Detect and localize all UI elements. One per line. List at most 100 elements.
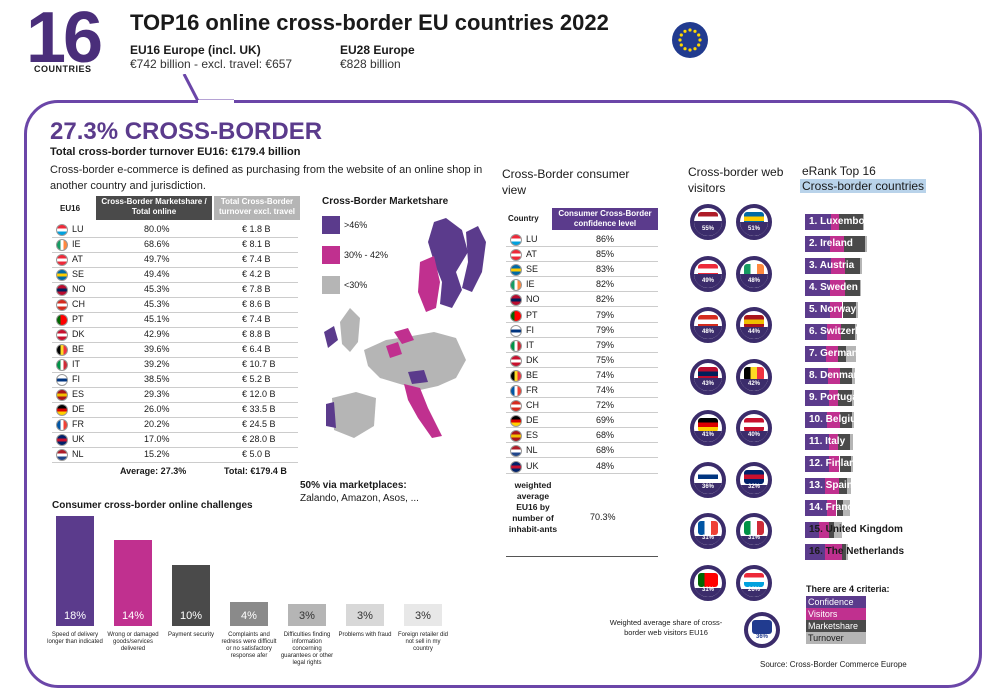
table2-cell-confidence: 86% — [596, 234, 615, 244]
country-flag-icon — [56, 404, 68, 416]
erank-row: 10. Belgium — [805, 412, 955, 428]
erank-segment — [844, 236, 865, 252]
table2-cell-confidence: 79% — [596, 309, 615, 320]
table-cell-country: LU — [72, 224, 84, 234]
content-frame — [24, 100, 982, 688]
table-row: IT 39.2% € 10.7 B — [52, 357, 298, 373]
criteria-item: Visitors — [806, 608, 866, 620]
visitor-share-fill — [694, 483, 722, 494]
erank-segment — [828, 456, 840, 472]
table-row: UK 17.0% € 28.0 B — [52, 432, 298, 448]
map-region-denmark — [394, 328, 414, 344]
erank-row: 2. Ireland — [805, 236, 955, 252]
erank-segment — [805, 456, 829, 472]
country-flag-icon — [510, 445, 522, 458]
erank-segment — [826, 324, 841, 340]
visitor-circle: 49% — [690, 255, 726, 292]
visitor-circle: 48% — [736, 255, 772, 292]
challenge-value: 3% — [357, 610, 373, 622]
table2-cell-confidence: 79% — [596, 339, 615, 350]
table2-header-country: Country — [508, 214, 539, 223]
table-cell-marketshare: 39.2% — [144, 359, 170, 369]
erank-row: 16. The Netherlands — [805, 544, 955, 560]
erank-row: 3. Austria — [805, 258, 955, 274]
legend-swatch — [322, 216, 340, 234]
table-cell-marketshare: 68.6% — [144, 239, 170, 249]
table-cell-marketshare: 20.2% — [144, 419, 170, 429]
table-row: CH 45.3% € 8.6 B — [52, 297, 298, 313]
erank-segment — [830, 258, 846, 274]
table2-row: ES 68% — [506, 428, 658, 444]
visitor-share-fill — [740, 536, 768, 545]
table2-footer-label: weighted average EU16 by number of inhab… — [508, 480, 558, 534]
country-flag-icon — [56, 389, 68, 401]
visitor-value: 43% — [701, 380, 714, 387]
table-cell-turnover: € 24.5 B — [242, 419, 276, 429]
table-cell-country: UK — [72, 434, 85, 444]
table-cell-country: ES — [72, 389, 85, 399]
country-flag-icon — [698, 315, 718, 329]
table2-cell-confidence: 72% — [596, 400, 615, 411]
table-cell-turnover: € 8.6 B — [242, 299, 271, 309]
erank-row: 1. Luxembourg — [805, 214, 955, 230]
map-region-spain — [332, 392, 376, 438]
eu16-value: €742 billion - excl. travel: €657 — [130, 57, 293, 71]
erank-segment — [805, 544, 826, 560]
map-region-norway — [418, 256, 440, 312]
visitor-value: 51% — [747, 226, 760, 232]
country-flag-icon — [510, 234, 522, 246]
table-cell-turnover: € 5.0 B — [242, 449, 271, 459]
table2-cell-country: FI — [526, 324, 534, 335]
visitor-circle: 51% — [736, 204, 772, 240]
map-region-austria — [408, 370, 428, 384]
erank-segment — [839, 368, 853, 384]
erank-label: 3. Austria — [809, 260, 855, 271]
erank-segment — [849, 434, 853, 450]
erank-segment — [838, 214, 863, 230]
crossborder-subtitle: Total cross-border turnover EU16: €179.4… — [50, 146, 301, 158]
challenge-label: Speed of delivery longer than indicated — [47, 632, 103, 645]
erank-segment — [852, 368, 856, 384]
table-cell-marketshare: 26.0% — [144, 404, 170, 414]
erank-label: 6. Switzerland — [809, 326, 876, 337]
erank-label: 13. Spain — [809, 480, 853, 491]
country-flag-icon — [510, 415, 522, 428]
visitor-share-fill — [740, 430, 768, 442]
table-row: PT 45.1% € 7.4 B — [52, 312, 298, 328]
table-cell-marketshare: 80.0% — [144, 224, 170, 234]
erank-label: 4. Sweden — [809, 282, 858, 293]
erank-segment — [805, 500, 828, 516]
table-cell-turnover: € 12.0 B — [242, 389, 276, 399]
visitor-share-fill — [740, 589, 768, 597]
erank-segment — [862, 214, 864, 230]
challenge-label: Problems with fraud — [338, 632, 392, 638]
visitor-share-fill — [740, 484, 768, 494]
erank-segment — [827, 412, 840, 428]
erank-label: 16. The Netherlands — [809, 546, 905, 557]
table-cell-turnover: € 4.2 B — [242, 269, 271, 279]
visitor-value: 48% — [701, 329, 714, 335]
table-cell-country: SE — [72, 269, 85, 279]
table-cell-country: CH — [72, 299, 85, 309]
visitor-value: 44% — [747, 329, 760, 335]
table-row: AT 49.7% € 7.4 B — [52, 252, 298, 268]
erank-row: 15. United Kingdom — [805, 522, 955, 538]
table2-row: FI 79% — [506, 323, 658, 338]
erank-segment — [805, 346, 826, 362]
erank-row: 12. Finland — [805, 456, 955, 472]
table2-cell-country: DE — [526, 415, 539, 426]
challenge-bar: 4% — [230, 601, 268, 626]
table-row: FI 38.5% € 5.2 B — [52, 372, 298, 388]
country-flag-icon — [744, 572, 764, 587]
table-cell-country: IE — [72, 239, 81, 249]
visitor-share-fill — [694, 430, 722, 442]
visitor-share-fill — [694, 378, 722, 391]
table2-cell-confidence: 79% — [596, 324, 615, 335]
table2-cell-confidence: 82% — [596, 294, 615, 305]
table-cell-turnover: € 6.4 B — [242, 344, 271, 354]
erank-segment — [805, 522, 820, 538]
eu28-value: €828 billion — [340, 57, 401, 71]
table-cell-marketshare: 49.4% — [144, 269, 170, 279]
table2-cell-confidence: 68% — [596, 430, 615, 441]
table2-cell-country: UK — [526, 460, 539, 471]
